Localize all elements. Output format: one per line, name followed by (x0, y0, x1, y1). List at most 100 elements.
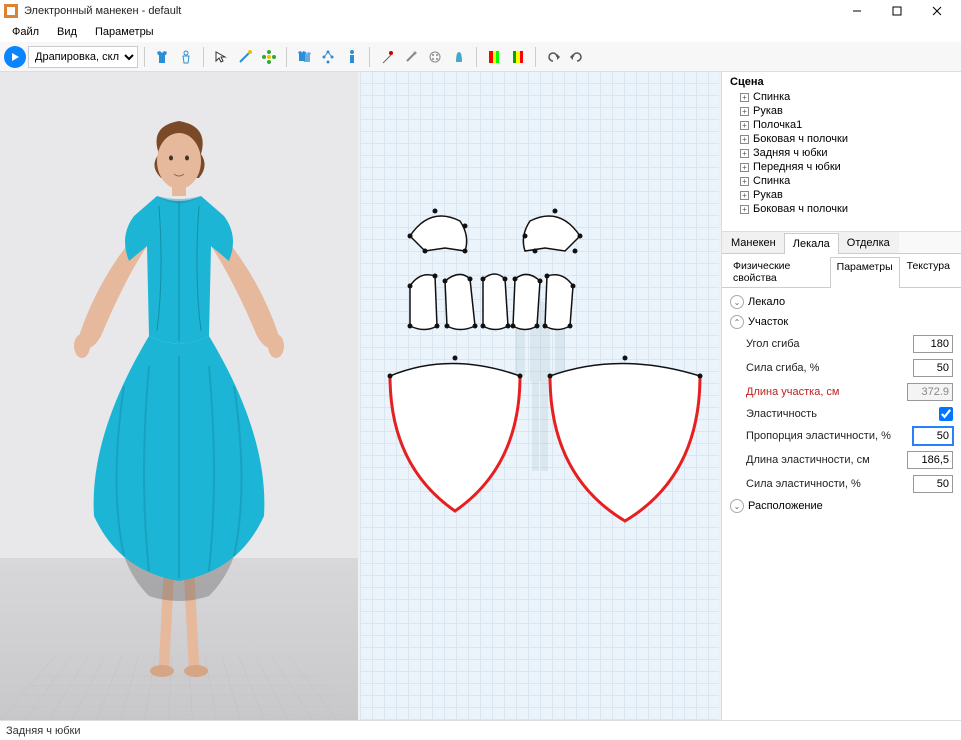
sub-tabs: Физические свойства Параметры Текстура (722, 254, 961, 288)
bend-angle-input[interactable] (913, 335, 953, 353)
tab-patterns[interactable]: Лекала (784, 233, 839, 254)
tree-item[interactable]: + Рукав (730, 188, 953, 202)
expand-icon[interactable]: + (740, 177, 749, 186)
elastic-len-input[interactable] (907, 451, 953, 469)
undo-icon[interactable] (542, 46, 564, 68)
tree-item-label: Рукав (753, 105, 783, 117)
titlebar: Электронный манекен - default (0, 0, 961, 22)
menu-view[interactable]: Вид (49, 24, 85, 40)
tree-item-label: Задняя ч юбки (753, 147, 828, 159)
tree-item-label: Спинка (753, 91, 790, 103)
tree-item[interactable]: + Задняя ч юбки (730, 146, 953, 160)
expand-icon[interactable]: + (740, 191, 749, 200)
prop-elastic-ratio: Пропорция эластичности, % (730, 424, 953, 448)
main-area: Сцена +Спинка+Рукав+Полочка1+Боковая ч п… (0, 72, 961, 720)
mode-select[interactable]: Драпировка, склады (28, 46, 138, 68)
mannequin-icon[interactable] (175, 46, 197, 68)
tab-finish[interactable]: Отделка (838, 232, 899, 253)
separator (476, 47, 477, 67)
section-label: Лекало (748, 296, 785, 308)
prop-elastic-force: Сила эластичности, % (730, 472, 953, 496)
menu-file[interactable]: Файл (4, 24, 47, 40)
separator (286, 47, 287, 67)
tree-item[interactable]: + Спинка (730, 90, 953, 104)
status-text: Задняя ч юбки (6, 725, 81, 737)
segment-len-input (907, 383, 953, 401)
separator (369, 47, 370, 67)
body-icon[interactable] (341, 46, 363, 68)
gradient2-icon[interactable] (507, 46, 529, 68)
tree-item-label: Боковая ч полочки (753, 203, 848, 215)
menubar: Файл Вид Параметры (0, 22, 961, 42)
elasticity-checkbox[interactable] (939, 407, 953, 421)
gradient1-icon[interactable] (483, 46, 505, 68)
separator (203, 47, 204, 67)
tshirt-icon[interactable] (151, 46, 173, 68)
prop-bend-angle: Угол сгиба (730, 332, 953, 356)
prop-segment-len: Длина участка, см (730, 380, 953, 404)
needle-icon[interactable] (400, 46, 422, 68)
expand-icon[interactable]: + (740, 149, 749, 158)
section-raspolozhenie[interactable]: ⌄ Расположение (730, 496, 953, 516)
tree-item[interactable]: + Боковая ч полочки (730, 202, 953, 216)
wand-icon[interactable] (234, 46, 256, 68)
viewport-2d[interactable] (360, 72, 721, 720)
panel-tabs: Манекен Лекала Отделка (722, 232, 961, 254)
tree-item[interactable]: +Боковая ч полочки (730, 132, 953, 146)
right-panel: Сцена +Спинка+Рукав+Полочка1+Боковая ч п… (721, 72, 961, 720)
mannequin-figure (29, 106, 329, 686)
statusbar: Задняя ч юбки (0, 720, 961, 740)
window-title: Электронный манекен - default (24, 5, 837, 17)
scene-tree: Сцена +Спинка+Рукав+Полочка1+Боковая ч п… (722, 72, 961, 232)
flower-icon[interactable] (258, 46, 280, 68)
tree-item[interactable]: + Передняя ч юбки (730, 160, 953, 174)
app-icon (4, 4, 18, 18)
section-label: Расположение (748, 500, 823, 512)
expand-icon[interactable]: + (740, 93, 749, 102)
expand-icon[interactable]: + (740, 135, 749, 144)
play-button[interactable] (4, 46, 26, 68)
expand-icon[interactable]: + (740, 121, 749, 130)
chevron-up-icon: ⌃ (730, 315, 744, 329)
tree-item-label: Передняя ч юбки (753, 161, 841, 173)
tree-item[interactable]: +Спинка (730, 174, 953, 188)
prop-bend-force: Сила сгиба, % (730, 356, 953, 380)
shirts-icon[interactable] (293, 46, 315, 68)
button-icon[interactable] (424, 46, 446, 68)
subtab-physical[interactable]: Физические свойства (726, 256, 830, 287)
pin-icon[interactable] (376, 46, 398, 68)
viewport-3d[interactable] (0, 72, 360, 720)
prop-elasticity: Эластичность (730, 404, 953, 424)
menu-params[interactable]: Параметры (87, 24, 162, 40)
expand-icon[interactable]: + (740, 163, 749, 172)
scene-title: Сцена (730, 76, 953, 88)
subtab-texture[interactable]: Текстура (900, 256, 957, 287)
section-lekalo[interactable]: ⌄ Лекало (730, 292, 953, 312)
properties-panel: ⌄ Лекало ⌃ Участок Угол сгиба Сила сгиба… (722, 288, 961, 720)
tree-item[interactable]: +Полочка1 (730, 118, 953, 132)
expand-icon[interactable]: + (740, 107, 749, 116)
maximize-button[interactable] (877, 0, 917, 22)
tree-item[interactable]: + Рукав (730, 104, 953, 118)
section-uchastok[interactable]: ⌃ Участок (730, 312, 953, 332)
subtab-params[interactable]: Параметры (830, 257, 900, 288)
separator (144, 47, 145, 67)
pattern-pieces (370, 196, 710, 596)
section-label: Участок (748, 316, 788, 328)
prop-elastic-len: Длина эластичности, см (730, 448, 953, 472)
dots-tree-icon[interactable] (317, 46, 339, 68)
tab-mannequin[interactable]: Манекен (722, 232, 785, 253)
separator (535, 47, 536, 67)
arrow-icon[interactable] (210, 46, 232, 68)
minimize-button[interactable] (837, 0, 877, 22)
tree-item-label: Рукав (753, 189, 783, 201)
toolbar: Драпировка, склады (0, 42, 961, 72)
bend-force-input[interactable] (913, 359, 953, 377)
elastic-force-input[interactable] (913, 475, 953, 493)
elastic-ratio-input[interactable] (913, 427, 953, 445)
thimble-icon[interactable] (448, 46, 470, 68)
chevron-down-icon: ⌄ (730, 295, 744, 309)
close-button[interactable] (917, 0, 957, 22)
redo-icon[interactable] (566, 46, 588, 68)
expand-icon[interactable]: + (740, 205, 749, 214)
